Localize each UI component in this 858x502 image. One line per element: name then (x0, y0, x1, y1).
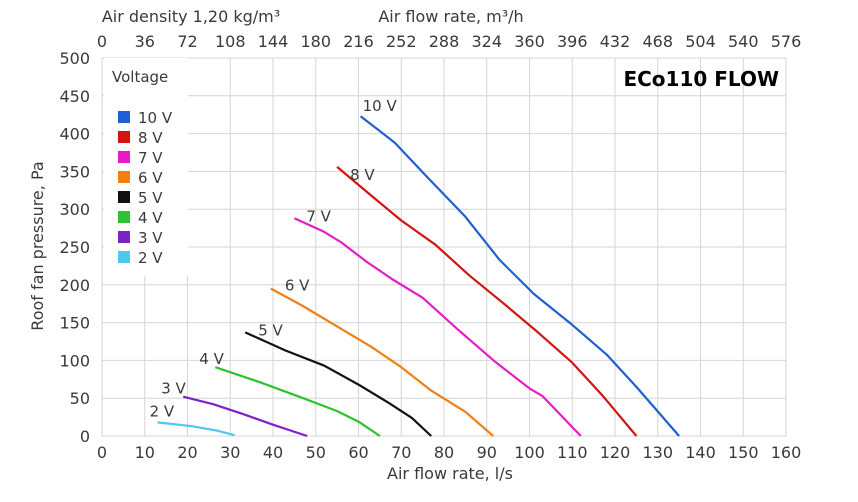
x2-axis-title: Air flow rate, m³/h (378, 7, 523, 26)
y-tick-label: 150 (59, 314, 90, 333)
x-tick-label: 70 (391, 443, 411, 462)
x-tick-label: 40 (263, 443, 283, 462)
x-tick-label: 80 (434, 443, 454, 462)
legend-label: 10 V (138, 109, 173, 127)
series-line (293, 217, 582, 437)
y-axis-title: Roof fan pressure, Pa (28, 161, 47, 330)
x-axis-title: Air flow rate, l/s (387, 464, 513, 483)
series-line (157, 421, 235, 437)
y-tick-label: 400 (59, 125, 90, 144)
series-label: 2 V (150, 402, 175, 420)
legend-swatch (118, 171, 130, 183)
y-tick-label: 500 (59, 49, 90, 68)
x-tick-label: 90 (477, 443, 497, 462)
series-line (182, 395, 308, 438)
legend-label: 5 V (138, 189, 163, 207)
x-tick-label: 60 (348, 443, 368, 462)
x-tick-label: 140 (685, 443, 716, 462)
y-tick-label: 250 (59, 238, 90, 257)
x2-tick-label: 360 (514, 32, 545, 51)
series-label: 6 V (285, 277, 310, 295)
x2-tick-label: 0 (97, 32, 107, 51)
legend-swatch (118, 251, 130, 263)
series-line (359, 115, 680, 437)
x2-tick-label: 288 (429, 32, 460, 51)
x2-tick-label: 396 (557, 32, 588, 51)
legend-swatch (118, 111, 130, 123)
x-tick-label: 0 (97, 443, 107, 462)
series-label: 4 V (199, 350, 224, 368)
legend-swatch (118, 131, 130, 143)
legend-label: 7 V (138, 149, 163, 167)
x-tick-label: 130 (642, 443, 673, 462)
chart-title: ECo110 FLOW (623, 67, 779, 91)
x2-tick-label: 216 (343, 32, 374, 51)
x2-tick-label: 504 (685, 32, 716, 51)
x2-tick-label: 324 (471, 32, 502, 51)
x2-tick-label: 540 (728, 32, 759, 51)
x-tick-label: 100 (514, 443, 545, 462)
x2-tick-label: 108 (215, 32, 246, 51)
y-tick-label: 100 (59, 351, 90, 370)
y-tick-label: 300 (59, 200, 90, 219)
series-label: 5 V (258, 321, 283, 339)
legend-swatch (118, 151, 130, 163)
x-tick-label: 10 (135, 443, 155, 462)
series-line (336, 166, 638, 437)
x2-tick-label: 144 (258, 32, 289, 51)
legend-label: 2 V (138, 249, 163, 267)
series-line (244, 331, 432, 437)
legend-label: 3 V (138, 229, 163, 247)
axis-ticks: 0 10 20 30 40 50 60 70 80 90 100 110 120 130 140 150 160… (59, 32, 801, 462)
x2-tick-label: 468 (642, 32, 673, 51)
x-tick-label: 160 (771, 443, 802, 462)
y-tick-label: 0 (80, 427, 90, 446)
x2-tick-label: 576 (771, 32, 802, 51)
x2-tick-label: 432 (600, 32, 631, 51)
x-tick-label: 120 (600, 443, 631, 462)
series-label: 8 V (350, 166, 375, 184)
legend-swatch (118, 231, 130, 243)
legend-swatch (118, 191, 130, 203)
legend-label: 8 V (138, 129, 163, 147)
series-line (214, 366, 381, 437)
x-tick-label: 110 (557, 443, 588, 462)
y-tick-label: 450 (59, 87, 90, 106)
series-label: 10 V (363, 97, 398, 115)
legend: 10 V 8 V 7 V 6 V 5 V 4 V 3 V 2 V (118, 109, 173, 267)
series-label: 7 V (306, 207, 331, 225)
series-label: 3 V (161, 380, 186, 398)
air-density-title: Air density 1,20 kg/m³ (102, 7, 280, 26)
legend-swatch (118, 211, 130, 223)
y-tick-label: 50 (70, 389, 90, 408)
legend-label: 4 V (138, 209, 163, 227)
x-tick-label: 30 (220, 443, 240, 462)
x-tick-label: 50 (306, 443, 326, 462)
x2-tick-label: 36 (135, 32, 155, 51)
x2-tick-label: 180 (300, 32, 331, 51)
y-tick-label: 200 (59, 276, 90, 295)
x2-tick-label: 252 (386, 32, 417, 51)
legend-label: 6 V (138, 169, 163, 187)
x-tick-label: 150 (728, 443, 759, 462)
x2-tick-label: 72 (177, 32, 197, 51)
series-line (270, 287, 494, 437)
legend-title: Voltage (112, 68, 168, 86)
series: 10 V 8 V 7 V 6 V 5 V 4 V 3 V 2 V (150, 97, 680, 438)
x-tick-label: 20 (177, 443, 197, 462)
y-tick-label: 350 (59, 162, 90, 181)
